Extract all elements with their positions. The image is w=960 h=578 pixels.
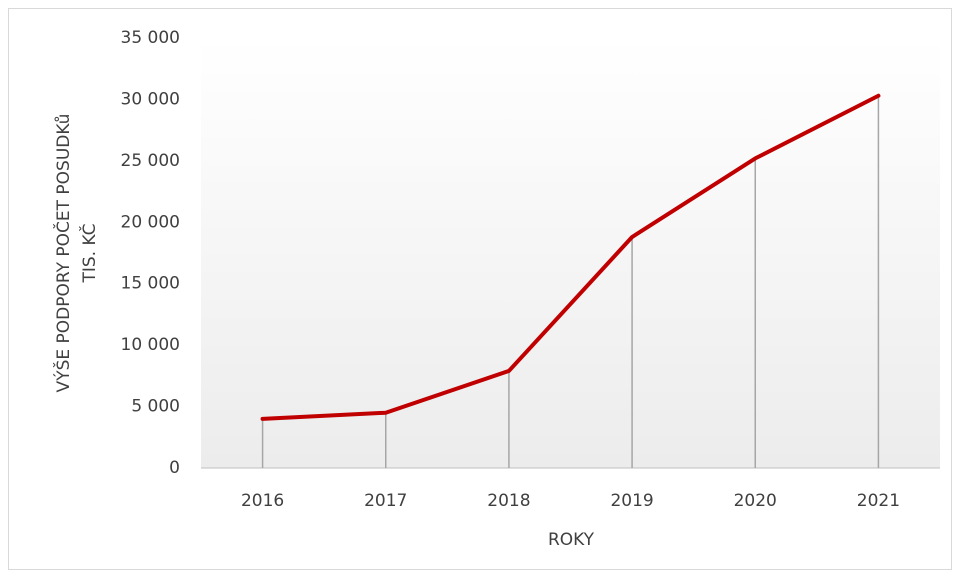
plot-area: [201, 38, 940, 468]
data-line: [260, 93, 881, 421]
y-tick-label: 30 000: [121, 89, 180, 109]
y-tick-label: 25 000: [121, 151, 180, 171]
y-tick-label: 35 000: [121, 28, 180, 48]
x-tick-label: 2019: [610, 491, 653, 511]
x-tick-label: 2021: [857, 491, 900, 511]
y-tick-label: 10 000: [121, 335, 180, 355]
x-tick-label: 2017: [364, 491, 407, 511]
y-tick-label: 5 000: [131, 397, 180, 417]
y-tick-label: 0: [169, 458, 180, 478]
x-axis-label: ROKY: [548, 530, 595, 550]
x-tick-label: 2020: [734, 491, 777, 511]
x-tick-label: 2016: [241, 491, 284, 511]
x-tick-label: 2018: [487, 491, 530, 511]
y-axis-label: TIS. KČ: [78, 223, 100, 283]
y-tick-label: 20 000: [121, 212, 180, 232]
y-tick-label: 15 000: [121, 274, 180, 294]
y-axis-label: VÝŠE PODPORY POČET POSUDKů: [52, 114, 74, 393]
